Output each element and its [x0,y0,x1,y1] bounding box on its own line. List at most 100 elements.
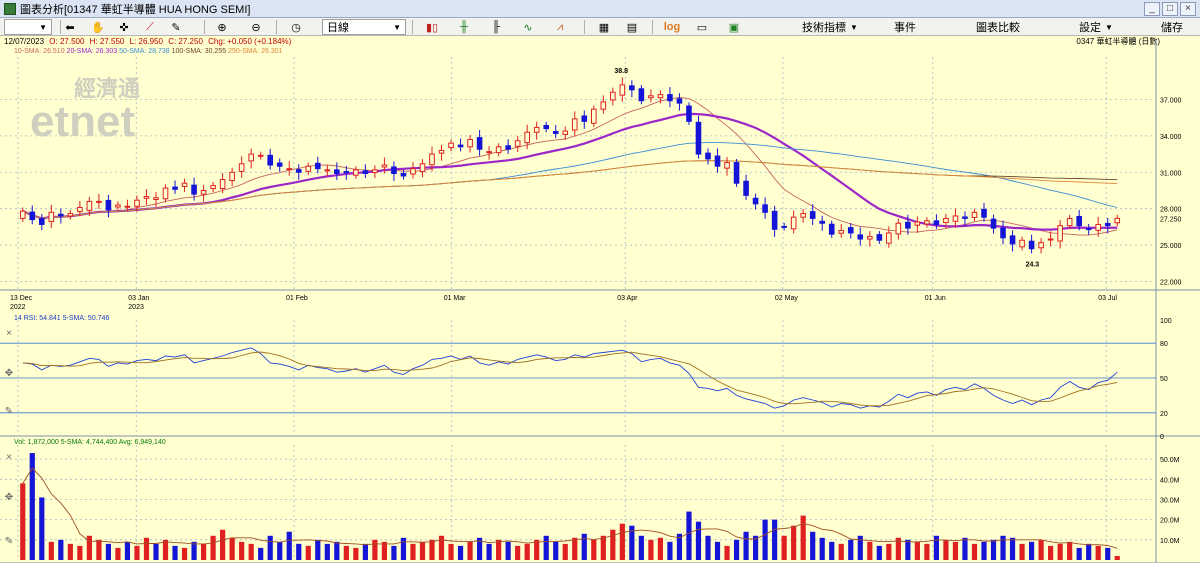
export-icon[interactable]: ▣ [728,21,740,34]
candle-body [105,199,112,211]
volume-bar [829,541,835,560]
sma-10-line [22,96,1118,236]
area-chart-icon[interactable]: ⩘ [556,20,564,33]
volume-bar [248,543,254,560]
line-chart-icon[interactable]: ∿ [523,21,533,34]
candle-body [172,186,178,190]
candle-body [514,140,521,147]
volume-bar [553,541,559,560]
candle-body [476,137,483,150]
edit-panel-icon[interactable]: ✎ [4,536,14,547]
candle-body [48,211,55,223]
minimize-button[interactable]: _ [1144,2,1160,16]
candle-body [752,197,759,205]
volume-bar [496,539,502,560]
info-symbol: 0347 華虹半導體 (日數) [1076,37,1160,46]
candle-body [638,88,645,102]
candlestick-icon[interactable]: ▮▯ [425,21,439,34]
rsi-tick-label: 0 [1160,434,1164,441]
info-close: C: 27.250 [168,37,203,46]
indicators-menu[interactable]: 技術指標 ▼ [802,22,858,34]
etnet-logo: 經濟通 etnet [30,76,140,146]
candle-body [419,163,426,173]
close-panel-icon[interactable]: × [6,328,12,339]
sma-50-line [22,142,1118,219]
candle-body [1047,238,1054,241]
candle-body [657,94,664,99]
candle-body [286,168,293,171]
compare-menu[interactable]: 圖表比較 [976,22,1020,34]
volume-bar [115,547,121,560]
draw-line-icon[interactable]: ⟋ [146,20,154,33]
ohlc-icon[interactable]: ╫ [460,21,468,33]
candle-body [248,153,254,162]
cursor-cross-icon[interactable]: ✜ [119,21,129,34]
volume-bar [429,539,435,560]
volume-bar [1038,539,1044,560]
candle-body [962,216,968,219]
candle-body [1114,217,1121,224]
interval-select[interactable]: 日線 ▼ [322,19,406,35]
candle-body [838,230,845,234]
candle-body [1076,215,1082,227]
candle-body [524,131,530,144]
zoom-out-icon[interactable]: ⊖ [251,21,261,34]
candle-body [276,162,283,167]
volume-bar [905,539,911,560]
pan-hand-icon[interactable]: ✋ [91,21,105,34]
close-button[interactable]: × [1180,2,1196,16]
screenshot-icon[interactable]: ▭ [696,21,708,34]
edit-panel-icon[interactable]: ✎ [4,406,14,417]
events-menu[interactable]: 事件 [894,22,916,34]
volume-bar [1000,535,1006,560]
volume-bar [343,545,349,560]
rsi-tick-label: 50 [1160,376,1168,383]
candle-body [210,185,216,190]
candle-body [1057,225,1063,242]
settings-menu[interactable]: 設定 ▼ [1079,22,1113,34]
nav-arrow-icon[interactable]: ⬅ [65,21,75,34]
volume-bar [629,525,635,560]
volume-bar [200,543,207,560]
candle-body [96,200,102,203]
save-menu[interactable]: 儲存 [1161,22,1183,34]
clock-icon[interactable]: ◷ [291,21,301,34]
volume-bar [981,541,987,560]
candle-body [828,223,835,235]
move-panel-icon[interactable]: ✥ [4,492,14,503]
draw-tool-icon[interactable]: ✎ [171,21,181,34]
volume-bar [362,543,368,560]
candle-body [781,225,787,228]
candle-body [695,121,702,155]
candle-body [1009,235,1016,245]
volume-bar [1019,543,1025,560]
stock-code-input[interactable]: ▼ [4,19,52,35]
candle-body [372,169,378,174]
date-tick-label: 03 Jan [128,295,149,302]
volume-bar [134,545,140,560]
zoom-in-icon[interactable]: ⊕ [217,21,227,34]
date-tick-label: 01 Feb [286,295,308,302]
date-tick-label: 03 Jul [1098,295,1117,302]
candle-body [943,217,949,224]
maximize-button[interactable]: □ [1162,2,1178,16]
candle-body [505,145,511,150]
close-panel-icon[interactable]: × [6,452,12,463]
candle-body [410,168,416,175]
date-tick-sublabel: 2023 [128,304,144,311]
log-scale-button[interactable]: log [663,21,681,33]
candle-body [295,169,302,173]
grid-icon[interactable]: ▤ [626,21,638,34]
sma-20-line [22,112,1118,231]
move-panel-icon[interactable]: ✥ [4,368,14,379]
volume-bar [181,547,188,560]
candle-body [257,154,264,157]
table-icon[interactable]: ▦ [598,21,610,34]
volume-bar [591,539,597,560]
volume-bar [391,545,397,560]
candle-body [819,220,826,224]
sma-100-line [22,160,1118,219]
bar-chart-icon[interactable]: ╟ [492,21,500,33]
volume-bar [810,531,816,560]
